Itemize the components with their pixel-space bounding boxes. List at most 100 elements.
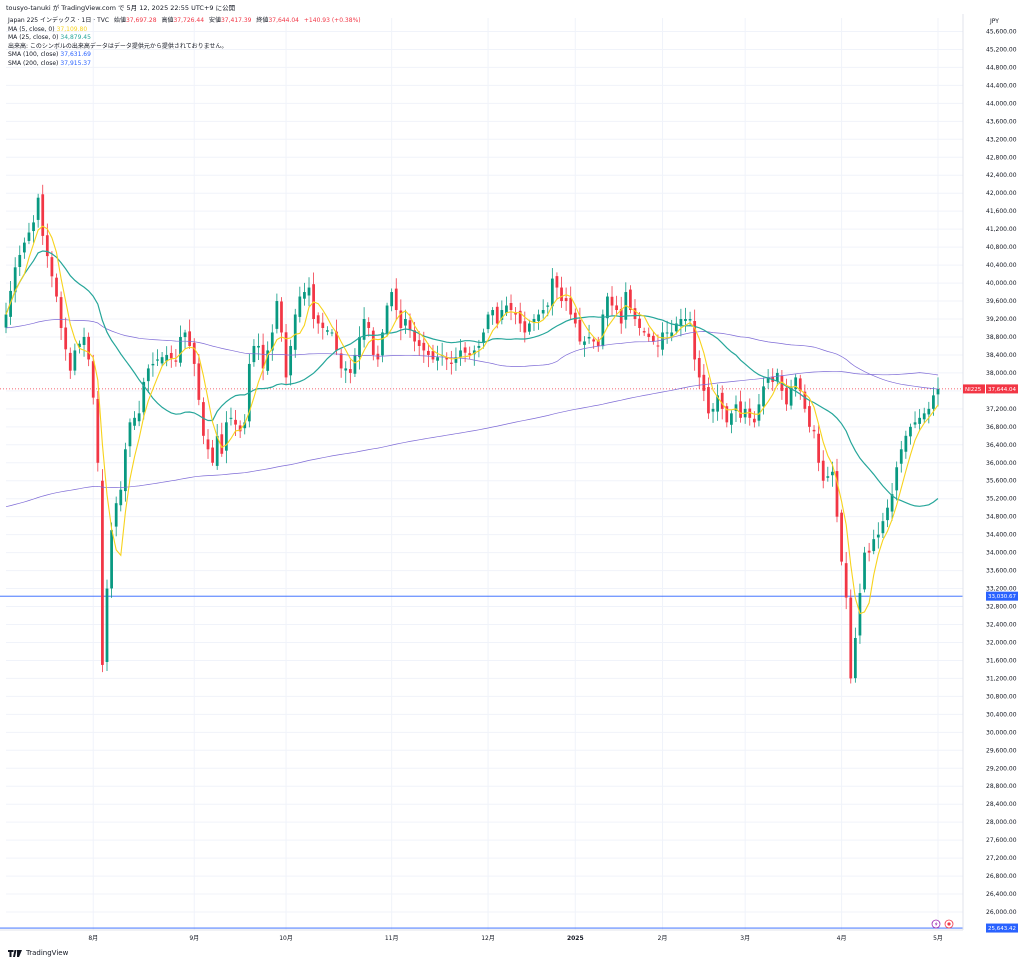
time-axis[interactable]: 8月 9月 10月 11月 12月 2025 2月 3月 4月 5月 <box>0 929 963 942</box>
candle-body <box>142 381 146 413</box>
candle-body <box>817 433 821 463</box>
candle-body <box>886 507 889 521</box>
candle-body <box>64 327 68 350</box>
legend-ma25[interactable]: MA (25, close, 0) 34,879.45 <box>8 34 361 43</box>
candle-body <box>495 306 499 324</box>
earnings-dot-icon <box>947 922 951 926</box>
candle-body <box>41 194 45 236</box>
candle-body <box>238 425 242 432</box>
candle-body <box>404 319 407 326</box>
candle-body <box>564 298 568 302</box>
price-tick-label: 37,200.00 <box>986 406 1017 413</box>
candle-body <box>174 360 178 362</box>
symbol-name[interactable]: Japan 225 インデックス · 1日 · TVC <box>8 17 110 24</box>
candle-body <box>160 357 164 364</box>
candle-body <box>261 344 265 369</box>
price-tick-label: 40,800.00 <box>986 244 1017 251</box>
candle-body <box>188 331 192 346</box>
candle-body <box>482 332 485 343</box>
price-tick-label: 28,800.00 <box>986 783 1017 790</box>
price-tick-label: 32,400.00 <box>986 622 1017 629</box>
candle-body <box>137 413 141 422</box>
candle-body <box>725 406 729 423</box>
candle-body <box>376 353 380 360</box>
candle-body <box>339 353 343 369</box>
price-tick-label: 44,400.00 <box>986 82 1017 89</box>
candle-body <box>785 387 788 405</box>
candle-body <box>831 471 834 476</box>
time-tick-label: 9月 <box>189 935 199 942</box>
candle-body <box>87 336 91 360</box>
time-tick-label: 3月 <box>740 935 750 942</box>
ohlc-high-value: 37,726.44 <box>173 17 205 24</box>
ohlc-change: +140.93 (+0.38%) <box>303 17 361 24</box>
tradingview-brand[interactable]: TradingView <box>8 949 68 957</box>
candle-body <box>18 254 22 267</box>
time-tick-label: 8月 <box>88 935 98 942</box>
candle-body <box>36 197 40 220</box>
candle-body <box>257 345 260 348</box>
price-tick-label: 44,000.00 <box>986 100 1017 107</box>
candle-body <box>330 332 334 334</box>
price-tick-label: 41,600.00 <box>986 208 1017 215</box>
price-tick-label: 42,400.00 <box>986 172 1017 179</box>
candle-body <box>413 330 416 342</box>
candle-body <box>748 408 752 418</box>
candlestick-series <box>4 184 940 684</box>
candle-body <box>550 278 554 307</box>
candle-body <box>615 305 618 311</box>
candle-body <box>679 319 683 327</box>
ma25-label: MA (25, close, 0) <box>8 34 59 42</box>
legend-volume[interactable]: 出来高: このシンボルの出来高データはデータ提供元から提供されておりません。 <box>8 43 361 52</box>
price-tick-label: 33,600.00 <box>986 568 1017 575</box>
candle-body <box>472 350 476 355</box>
candle-body <box>289 345 293 376</box>
candle-body <box>27 232 31 241</box>
candle-body <box>275 301 279 329</box>
candle-body <box>22 242 26 253</box>
candle-body <box>821 460 825 481</box>
candle-body <box>849 597 853 679</box>
price-tick-label: 38,000.00 <box>986 370 1017 377</box>
candle-body <box>78 343 81 348</box>
legend-sma200[interactable]: SMA (200, close) 37,915.37 <box>8 60 361 69</box>
candle-body <box>101 480 104 665</box>
ohlc-low-label: 安値 <box>208 17 221 24</box>
ma25-value: 34,879.45 <box>60 34 91 42</box>
candle-body <box>183 332 187 338</box>
price-tick-label: 39,200.00 <box>986 316 1017 323</box>
candle-body <box>119 489 123 506</box>
legend-ma5[interactable]: MA (5, close, 0) 37,109.80 <box>8 26 361 35</box>
candle-body <box>303 292 306 299</box>
candle-body <box>670 332 674 337</box>
price-tick-label: 38,800.00 <box>986 334 1017 341</box>
price-tick-label: 26,800.00 <box>986 873 1017 880</box>
sma200-value: 37,915.37 <box>60 59 91 67</box>
candle-body <box>867 550 871 553</box>
candle-body <box>449 362 453 364</box>
price-tick-label: 30,800.00 <box>986 693 1017 700</box>
candle-body <box>146 368 150 382</box>
candle-body <box>826 476 830 478</box>
candle-body <box>468 353 472 355</box>
price-tick-label: 28,400.00 <box>986 801 1017 808</box>
candle-body <box>716 395 720 412</box>
candle-body <box>220 434 224 454</box>
candle-body <box>385 305 389 334</box>
candle-body <box>229 417 233 419</box>
candle-body <box>165 354 169 362</box>
candle-body <box>293 314 297 350</box>
candle-body <box>234 419 237 425</box>
price-tick-label: 30,000.00 <box>986 729 1017 736</box>
price-tick-label: 34,000.00 <box>986 550 1017 557</box>
candle-body <box>601 314 605 347</box>
time-tick-label: 11月 <box>385 935 399 942</box>
ohlc-open-label: 始値 <box>113 17 126 24</box>
price-tag-bg <box>986 384 1018 394</box>
event-markers[interactable] <box>931 919 954 929</box>
candle-body <box>560 287 563 302</box>
candle-body <box>707 387 710 414</box>
price-axis[interactable]: JPY 45,600.00 45,200.00 44,800.00 44,400.00 4… <box>962 14 1017 930</box>
legend-sma100[interactable]: SMA (100, close) 37,631.69 <box>8 51 361 60</box>
